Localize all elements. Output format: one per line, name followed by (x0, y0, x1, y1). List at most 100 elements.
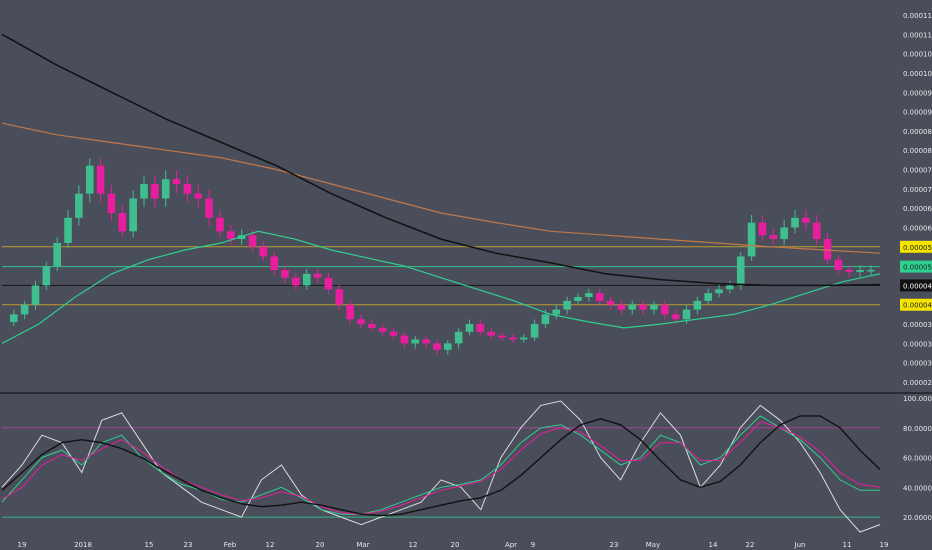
candle-up (780, 227, 788, 240)
time-tick-label: 12 (409, 541, 418, 549)
candle-up (10, 314, 18, 323)
oscillator-tick-label: 100.0000 (903, 395, 932, 403)
price-tick-label: 0.00006700 (903, 205, 932, 213)
candle-down (216, 217, 224, 232)
moving-average-line (1, 33, 881, 287)
candle-down (617, 304, 626, 310)
candle-down (400, 335, 409, 344)
price-label-box (900, 260, 932, 273)
price-label-text: 0.00004200 (903, 302, 932, 310)
candle-up (715, 289, 723, 294)
time-tick-label: 23 (184, 541, 193, 549)
time-tick-label: Apr (505, 541, 517, 549)
candle-up (85, 165, 94, 194)
time-tick-label: 11 (843, 541, 852, 549)
price-tick-label: 0.00009000 (903, 109, 932, 117)
candle-down (422, 339, 430, 344)
oscillator-line (1, 415, 881, 517)
candle-down (812, 222, 821, 240)
candle-up (53, 242, 61, 267)
candle-up (726, 285, 734, 290)
candle-down (378, 327, 387, 332)
candle-up (563, 300, 571, 310)
time-tick-label: Feb (224, 541, 237, 549)
moving-average-line (1, 122, 881, 254)
candle-down (509, 337, 517, 340)
candle-up (444, 343, 452, 350)
candle-down (172, 179, 181, 185)
time-tick-label: Mar (356, 541, 369, 549)
price-tick-label: 0.00007100 (903, 186, 932, 194)
candle-down (107, 193, 116, 213)
price-label-box (900, 279, 932, 292)
oscillator-line (1, 400, 881, 533)
price-panel (1, 33, 881, 355)
oscillator-tick-label: 60.0000 (903, 455, 932, 463)
oscillator-tick-label: 20.0000 (903, 514, 932, 522)
price-tick-label: 0.00003800 (903, 321, 932, 329)
candle-up (693, 300, 702, 310)
candle-up (682, 309, 691, 320)
candle-up (650, 304, 658, 310)
candle-up (856, 269, 864, 272)
time-tick-label: May (646, 541, 660, 549)
candle-up (791, 217, 799, 228)
candle-down (357, 319, 365, 325)
candle-up (129, 198, 137, 232)
candle-up (574, 297, 582, 301)
candle-down (183, 184, 192, 194)
time-tick-label: 23 (610, 541, 619, 549)
time-tick-label: 22 (746, 541, 755, 549)
candle-down (498, 335, 506, 338)
candle-down (368, 324, 376, 328)
price-tick-label: 0.00009500 (903, 89, 932, 97)
candle-down (270, 256, 278, 270)
candle-down (389, 331, 398, 336)
price-tick-label: 0.00011000 (903, 31, 932, 39)
oscillator-panel (1, 400, 881, 533)
time-tick-label: 2018 (74, 541, 92, 549)
candle-down (802, 217, 810, 223)
candle-up (64, 217, 72, 243)
candle-down (476, 324, 485, 332)
candle-up (42, 266, 51, 286)
candle-up (140, 184, 148, 199)
price-tick-label: 0.00003000 (903, 360, 932, 368)
candle-down (661, 304, 669, 315)
price-tick-label: 0.00002720 (903, 379, 932, 387)
time-tick-label: 12 (266, 541, 275, 549)
price-label-box (900, 298, 932, 311)
candle-down (259, 246, 268, 257)
candle-down (292, 277, 300, 286)
candle-down (758, 222, 767, 236)
candle-up (75, 193, 83, 218)
candle-up (736, 256, 745, 286)
time-tick-label: Jun (794, 541, 806, 549)
price-tick-label: 0.00010000 (903, 70, 932, 78)
candle-down (769, 235, 778, 240)
price-tick-label: 0.00008000 (903, 147, 932, 155)
oscillator-tick-label: 80.0000 (903, 425, 932, 433)
candle-down (834, 259, 843, 270)
candle-up (541, 314, 550, 325)
candle-down (96, 165, 105, 194)
candle-down (639, 304, 647, 310)
time-tick-label: 15 (145, 541, 154, 549)
price-label-text: 0.00005187 (903, 264, 932, 272)
candle-down (118, 212, 127, 232)
candle-up (747, 222, 756, 257)
price-label-box (900, 240, 932, 253)
price-label-text: 0.00004700 (903, 282, 932, 290)
candle-down (606, 300, 615, 305)
candle-up (552, 309, 561, 315)
candle-down (313, 273, 322, 278)
price-tick-label: 0.00010500 (903, 51, 932, 59)
time-tick-label: 20 (316, 541, 325, 549)
candle-up (302, 273, 311, 286)
candle-down (281, 269, 289, 278)
candle-up (20, 304, 29, 315)
candle-down (205, 198, 213, 218)
candle-down (671, 314, 680, 320)
